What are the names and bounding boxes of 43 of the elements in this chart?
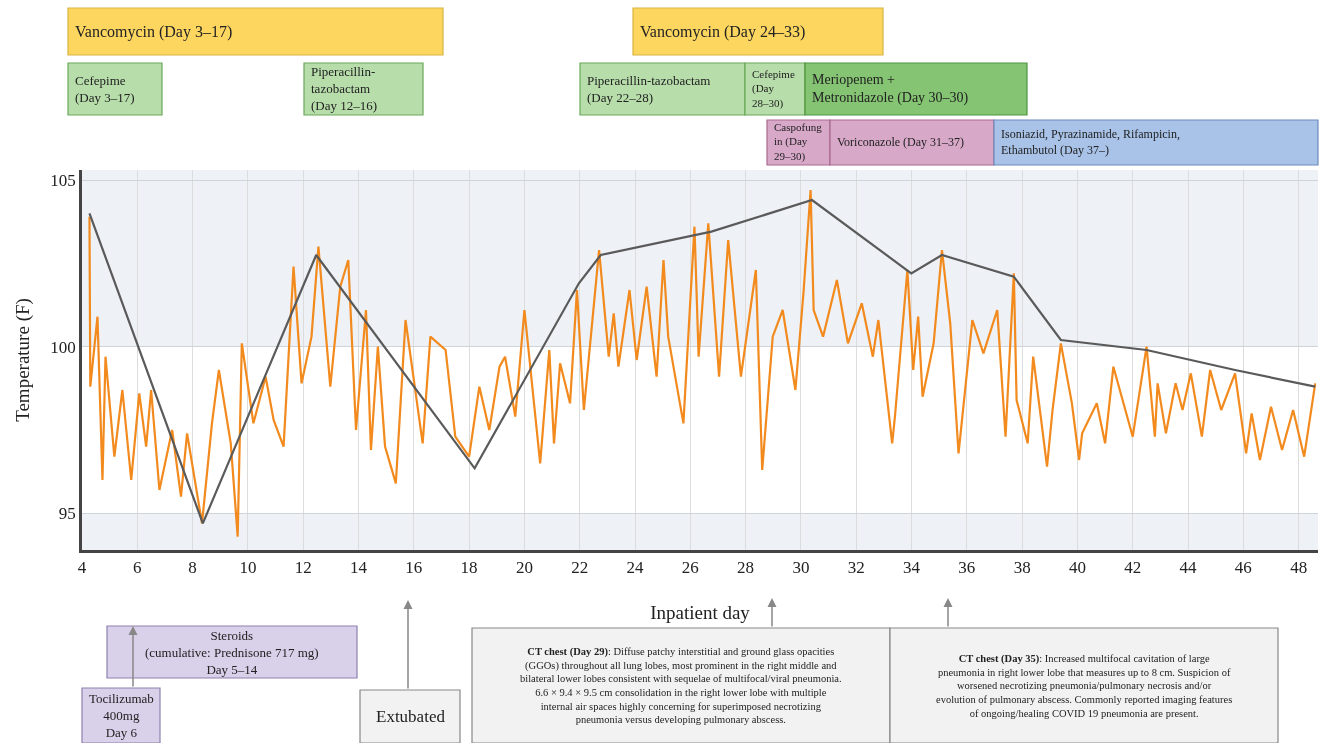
x-tick-label: 32 [847, 558, 865, 578]
y-tick-label: 95 [58, 504, 76, 524]
text: Caspofung in (Day 29–30) [774, 121, 823, 163]
x-tick-label: 20 [515, 558, 533, 578]
text: Piperacillin- tazobactam (Day 12–16) [311, 64, 378, 113]
x-tick-label: 44 [1179, 558, 1198, 578]
x-tick-label: 12 [294, 558, 312, 578]
text: Isoniazid, Pyrazinamide, Rifampicin, Ethambutol (Day 37–) [1001, 127, 1180, 157]
x-tick-label: 46 [1234, 558, 1252, 578]
y-axis-title: Temperature (F) [12, 298, 35, 422]
x-tick-label: 14 [350, 558, 368, 578]
text: Tocilizumab 400mg Day 6 [89, 691, 154, 740]
y-tick-label: 105 [50, 170, 76, 190]
x-tick-label: 22 [571, 558, 589, 578]
x-tick-label: 36 [958, 558, 976, 578]
text: Piperacillin-tazobactam (Day 22–28) [587, 73, 711, 105]
text: CT chest (Day 35): Increased multifocal cavitation of large pneumonia in right lower lobe that measures up to 8 cm. Suspicion of worsened necrotizing pneumonia/pulmonary necrosis and/or evolution of pulmonary abscess. Commonly reported imaging features of ongoing/healing COVID 19 pneumonia are present. [936, 653, 1233, 719]
text: Voriconazole (Day 31–37) [837, 135, 965, 149]
x-tick-label: 24 [626, 558, 645, 578]
x-tick-label: 34 [903, 558, 921, 578]
x-tick-label: 8 [188, 558, 197, 578]
text: CT chest (Day 29): Diffuse patchy interstitial and ground glass opacities (GGOs) throughout all lung lobes, most prominent in the right middle and bilateral lower lobes consistent with sequelae of multifocal/viral pneumonia. 6.6 × 9.4 × 9.5 cm consolidation in the right lower lobe with multiple internal air spaces highly concerning for superimposed necrotizing pneumonia versus developing pulmonary abscess. [520, 646, 842, 726]
x-tick-label: 42 [1124, 558, 1142, 578]
x-tick-label: 16 [405, 558, 423, 578]
text: Extubated [376, 707, 446, 726]
text: Meriopenem + Metronidazole (Day 30–30) [812, 72, 969, 107]
text: Vancomycin (Day 24–33) [640, 23, 806, 41]
x-axis-title: Inpatient day [650, 601, 751, 623]
y-tick-label: 100 [50, 337, 76, 357]
x-tick-label: 18 [460, 558, 478, 578]
text: Cefepime (Day 28–30) [752, 68, 795, 110]
x-tick-label: 6 [133, 558, 142, 578]
text: Cefepime (Day 3–17) [75, 73, 135, 105]
x-tick-label: 26 [681, 558, 699, 578]
x-tick-label: 4 [77, 558, 87, 578]
x-tick-label: 40 [1068, 558, 1086, 578]
x-tick-label: 48 [1290, 558, 1308, 578]
x-tick-label: 28 [737, 558, 755, 578]
text: Vancomycin (Day 3–17) [75, 23, 233, 41]
x-tick-label: 30 [792, 558, 810, 578]
x-tick-label: 10 [239, 558, 257, 578]
text: Steroids (cumulative: Prednisone 717 mg) Day 5–14 [145, 628, 319, 677]
x-tick-label: 38 [1013, 558, 1031, 578]
